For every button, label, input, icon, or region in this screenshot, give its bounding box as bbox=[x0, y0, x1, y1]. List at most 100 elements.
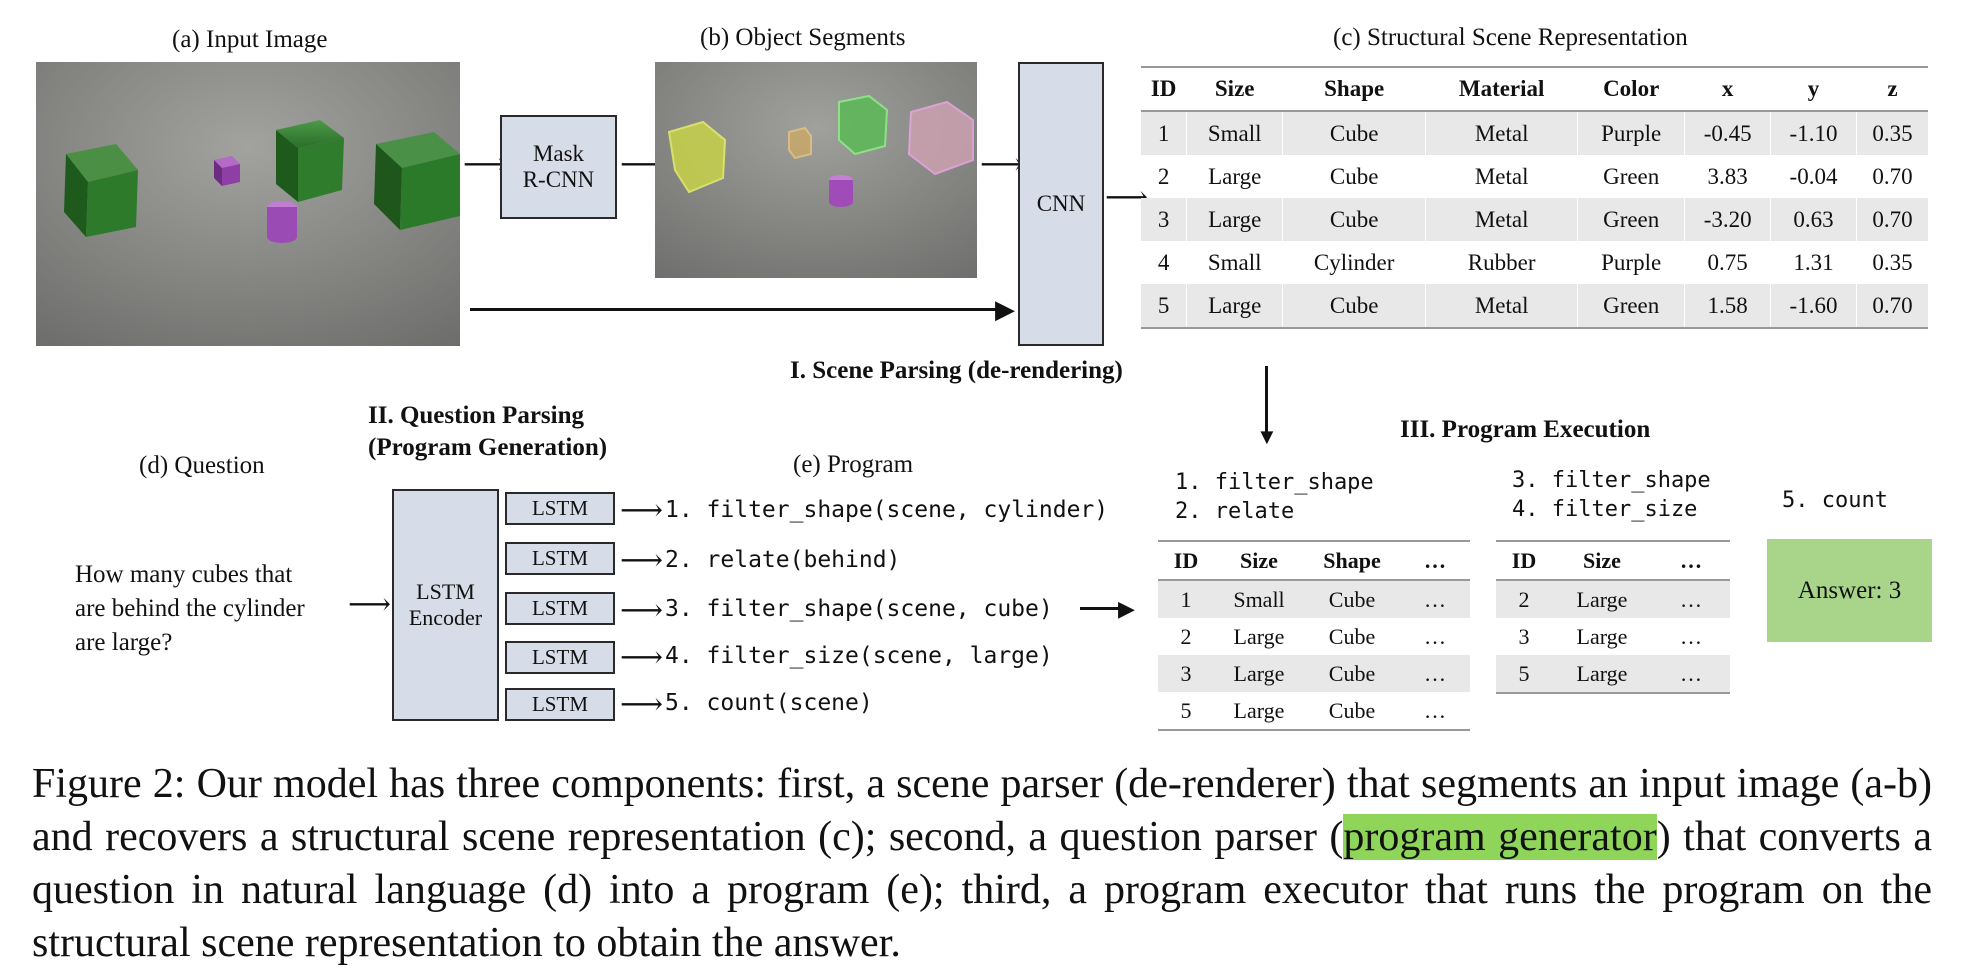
exec-step-line: 4. filter_size bbox=[1512, 497, 1698, 522]
table-cell: Large bbox=[1233, 623, 1285, 649]
lstm-cell: LSTM bbox=[505, 688, 615, 721]
table-cell: 2 bbox=[1518, 586, 1530, 612]
table-cell: … bbox=[1680, 586, 1702, 612]
input-image-label: (a) Input Image bbox=[172, 26, 328, 53]
scene-header-id: ID bbox=[1141, 66, 1188, 112]
mask-rcnn-label-2: R-CNN bbox=[522, 167, 595, 192]
question-line: are behind the cylinder bbox=[75, 595, 305, 622]
lstm-cell: LSTM bbox=[505, 492, 615, 525]
scene-header-y: y bbox=[1770, 66, 1857, 112]
figure-caption: Figure 2: Our model has three components… bbox=[32, 758, 1932, 970]
program-line: 5. count(scene) bbox=[665, 690, 873, 716]
input-image bbox=[36, 62, 460, 346]
table-cell: 0.35 bbox=[1872, 249, 1913, 275]
table-cell: -0.45 bbox=[1684, 111, 1772, 155]
table-cell: 5 bbox=[1158, 692, 1214, 731]
lstm-cell: LSTM bbox=[505, 592, 615, 625]
program-generation-label: (Program Generation) bbox=[368, 434, 608, 461]
cnn-box: CNN bbox=[1018, 62, 1104, 346]
table-row: 3 Large Cube… bbox=[1158, 655, 1470, 692]
exec-table-b: ID Size … 2 Large… 3 Large… 5 Large… bbox=[1496, 540, 1730, 694]
table-cell: Large bbox=[1576, 586, 1628, 612]
program-line: 2. relate(behind) bbox=[665, 547, 901, 573]
table-cell: Cube bbox=[1282, 198, 1427, 241]
exec-table-a-header: ID Size Shape … bbox=[1158, 540, 1470, 581]
table-cell: 0.63 bbox=[1770, 198, 1857, 241]
table-cell: 0.75 bbox=[1684, 241, 1772, 284]
table-cell: -0.04 bbox=[1770, 155, 1857, 198]
arrow-icon: ⟶ bbox=[620, 641, 664, 674]
exec-table-b-header: ID Size … bbox=[1496, 540, 1730, 581]
scene-header-material: Material bbox=[1425, 66, 1579, 112]
lstm-encoder-box: LSTM Encoder bbox=[392, 489, 499, 721]
scene-table-header: ID Size Shape Material Color x y z bbox=[1141, 66, 1928, 112]
table-cell: 0.70 bbox=[1872, 163, 1913, 189]
scene-header-size: Size bbox=[1186, 66, 1284, 112]
table-cell: Cube bbox=[1282, 155, 1427, 198]
program-label: (e) Program bbox=[793, 451, 914, 478]
lstm-encoder-label-2: Encoder bbox=[408, 605, 483, 630]
exec-a-header-shape: Shape bbox=[1304, 540, 1400, 581]
arrow-icon: ⟶ bbox=[348, 588, 392, 621]
question-line: How many cubes that bbox=[75, 561, 293, 588]
table-cell: 1.58 bbox=[1684, 284, 1772, 329]
arrow-icon: ⟶ bbox=[620, 494, 664, 527]
lstm-cell: LSTM bbox=[505, 641, 615, 674]
table-cell: Metal bbox=[1425, 198, 1579, 241]
object-segments-label: (b) Object Segments bbox=[700, 24, 906, 51]
exec-b-header-id: ID bbox=[1496, 540, 1552, 581]
table-cell: Cube bbox=[1282, 284, 1427, 329]
table-cell: Green bbox=[1577, 155, 1686, 198]
question-line: are large? bbox=[75, 629, 173, 656]
caption-text: ) that converts a question in natural la… bbox=[32, 814, 1933, 966]
table-row: 5 Large… bbox=[1496, 655, 1730, 694]
table-cell: Purple bbox=[1577, 241, 1686, 284]
table-cell: Cube bbox=[1282, 111, 1427, 155]
table-cell: 3 bbox=[1141, 198, 1188, 241]
mask-rcnn-label-1: Mask bbox=[532, 141, 585, 166]
arrowhead-down-icon: ▼ bbox=[1256, 424, 1278, 449]
table-cell: Metal bbox=[1425, 111, 1579, 155]
program-line: 3. filter_shape(scene, cube) bbox=[665, 596, 1053, 622]
exec-step-line: 1. filter_shape bbox=[1175, 470, 1374, 495]
down-arrow bbox=[1265, 366, 1268, 436]
table-cell: Metal bbox=[1425, 155, 1579, 198]
table-cell: 4 bbox=[1141, 241, 1188, 284]
table-cell: -3.20 bbox=[1684, 198, 1772, 241]
table-cell: Large bbox=[1233, 660, 1285, 686]
arrowhead-icon: ▶ bbox=[1118, 596, 1135, 621]
table-cell: Small bbox=[1186, 111, 1284, 155]
table-cell: Cube bbox=[1328, 623, 1376, 649]
arrow-icon: ⟶ bbox=[463, 148, 507, 181]
table-cell: 0.35 bbox=[1872, 120, 1913, 146]
table-cell: -1.10 bbox=[1770, 111, 1857, 155]
question-parsing-label: II. Question Parsing bbox=[368, 402, 585, 429]
table-cell: 1 bbox=[1180, 586, 1192, 612]
answer-box: Answer: 3 bbox=[1767, 539, 1932, 642]
table-cell: Small bbox=[1233, 586, 1285, 612]
table-cell: Purple bbox=[1577, 111, 1686, 155]
table-row: 4 Small Cylinder Rubber Purple 0.75 1.31 0.35 bbox=[1141, 241, 1928, 284]
exec-b-header-size: Size bbox=[1552, 540, 1652, 581]
lstm-cell: LSTM bbox=[505, 542, 615, 575]
table-cell: … bbox=[1424, 660, 1446, 686]
scene-header-z: z bbox=[1856, 66, 1928, 112]
table-row: 2 Large … bbox=[1496, 580, 1730, 618]
exec-b-header-more: … bbox=[1652, 540, 1730, 581]
table-cell: Green bbox=[1577, 284, 1686, 329]
table-cell: 0.70 bbox=[1872, 206, 1913, 232]
table-cell: Large bbox=[1576, 623, 1628, 649]
lstm-encoder-label-1: LSTM bbox=[416, 579, 475, 604]
scene-header-shape: Shape bbox=[1282, 66, 1427, 112]
program-execution-label: III. Program Execution bbox=[1400, 416, 1651, 443]
exec-step-line: 3. filter_shape bbox=[1512, 468, 1711, 493]
table-row: 5 Large Cube Metal Green 1.58 -1.60 0.70 bbox=[1141, 284, 1928, 329]
mask-rcnn-box: Mask R-CNN bbox=[500, 115, 617, 219]
exec-step-b-steps: 3. filter_shape 4. filter_size bbox=[1512, 466, 1711, 524]
table-cell: Large bbox=[1186, 284, 1284, 329]
table-cell: 2 bbox=[1141, 155, 1188, 198]
table-row: 5 Large Cube… bbox=[1158, 692, 1470, 731]
exec-a-header-more: … bbox=[1400, 540, 1470, 581]
table-row: 2 Large Cube… bbox=[1158, 618, 1470, 655]
table-cell: Cylinder bbox=[1282, 241, 1427, 284]
